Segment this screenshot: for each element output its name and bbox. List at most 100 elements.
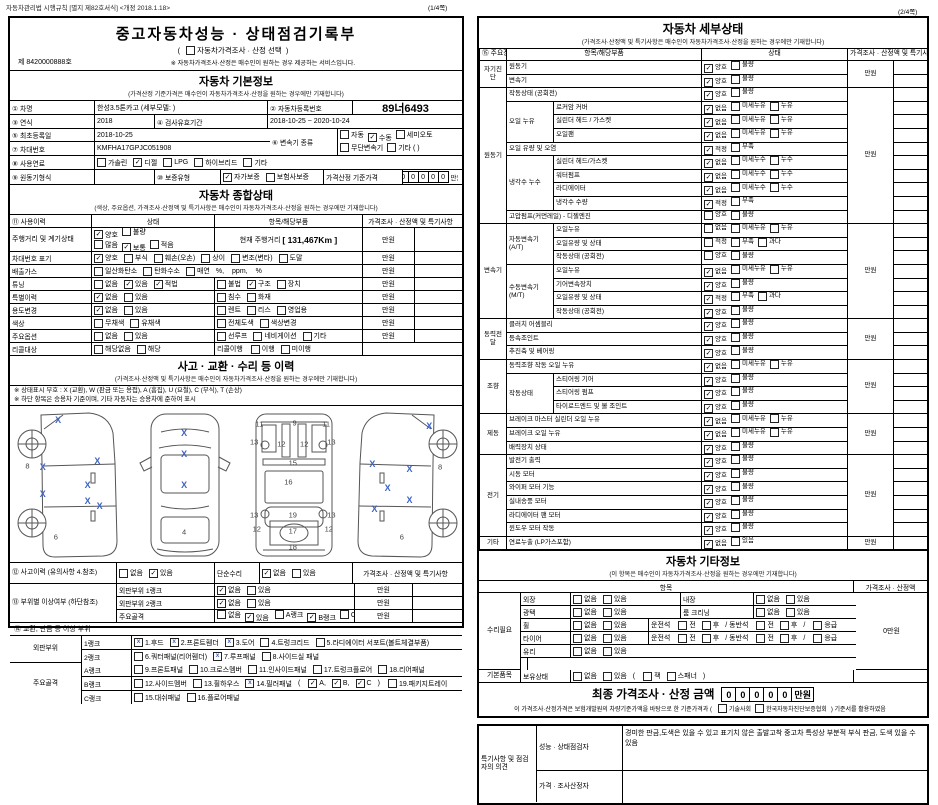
checkbox[interactable] xyxy=(756,620,766,630)
price-entry-cell[interactable] xyxy=(893,454,929,469)
checkbox[interactable] xyxy=(730,183,740,193)
price-entry-cell[interactable] xyxy=(893,399,929,415)
price-entry-cell[interactable] xyxy=(893,372,929,388)
checkbox[interactable] xyxy=(134,679,143,688)
checkbox[interactable] xyxy=(704,224,714,234)
price-entry-cell[interactable] xyxy=(893,223,929,238)
checkbox[interactable] xyxy=(276,279,286,289)
checkbox[interactable] xyxy=(769,102,779,111)
mileage-price-cell[interactable] xyxy=(415,228,458,251)
price-entry-cell[interactable] xyxy=(893,195,929,211)
checkbox[interactable]: ✓ xyxy=(704,159,714,169)
checkbox[interactable] xyxy=(730,75,740,84)
checkbox[interactable] xyxy=(123,253,133,263)
checkbox[interactable]: ✓ xyxy=(704,118,714,128)
checkbox[interactable]: x xyxy=(213,652,223,661)
price-entry-cell[interactable] xyxy=(893,535,929,551)
checkbox[interactable]: ✓ xyxy=(133,158,143,167)
checkbox[interactable] xyxy=(340,143,349,153)
checkbox[interactable]: ✓ xyxy=(704,349,714,359)
checkbox[interactable] xyxy=(701,620,711,630)
checkbox[interactable] xyxy=(339,610,349,619)
checkbox[interactable] xyxy=(730,374,740,383)
checkbox[interactable] xyxy=(785,594,795,604)
checkbox[interactable]: ✓ xyxy=(367,133,377,143)
inspection-valid-value[interactable]: 2018-10-25 ~ 2020-10-24 xyxy=(270,118,350,125)
checkbox[interactable] xyxy=(291,568,301,578)
checkbox[interactable] xyxy=(678,620,688,630)
price-entry-cell[interactable] xyxy=(893,467,929,483)
checkbox[interactable] xyxy=(276,305,286,315)
checkbox[interactable]: ✓ xyxy=(704,199,714,209)
checkbox[interactable] xyxy=(730,115,740,125)
checkbox[interactable] xyxy=(134,652,143,661)
checkbox[interactable] xyxy=(395,130,405,140)
checkbox[interactable]: ✓ xyxy=(153,279,163,289)
checkbox[interactable] xyxy=(813,633,823,643)
checkbox[interactable] xyxy=(602,620,612,630)
vin-value[interactable]: KMFHA17GPJC051908 xyxy=(97,145,172,152)
checkbox[interactable] xyxy=(730,197,740,206)
emission-price-cell[interactable] xyxy=(415,265,458,277)
price-entry-cell[interactable] xyxy=(893,522,929,537)
checkbox[interactable]: ✓ xyxy=(94,292,103,302)
checkbox[interactable] xyxy=(701,633,711,643)
checkbox[interactable] xyxy=(94,266,103,276)
checkbox[interactable] xyxy=(217,279,226,289)
checkbox[interactable]: ✓ xyxy=(704,145,714,155)
checkbox[interactable] xyxy=(94,331,103,341)
checkbox[interactable] xyxy=(813,620,823,630)
checkbox[interactable]: ✓ xyxy=(704,308,714,318)
checkbox[interactable] xyxy=(779,633,789,643)
checkbox[interactable]: ✓ xyxy=(704,267,714,277)
checkbox[interactable] xyxy=(278,253,288,263)
checkbox[interactable] xyxy=(769,170,779,179)
price-entry-cell[interactable] xyxy=(893,182,929,197)
checkbox[interactable]: ✓ xyxy=(244,613,254,622)
checkbox[interactable] xyxy=(246,598,256,608)
usage-change-price-cell[interactable] xyxy=(415,304,458,316)
checkbox[interactable]: ✓ xyxy=(307,613,317,622)
checkbox[interactable] xyxy=(123,292,133,302)
checkbox[interactable] xyxy=(194,158,204,167)
checkbox[interactable]: ✓ xyxy=(704,281,714,291)
checkbox[interactable] xyxy=(769,115,779,125)
checkbox[interactable] xyxy=(730,102,740,111)
checkbox[interactable] xyxy=(779,620,789,630)
checkbox[interactable] xyxy=(186,693,196,702)
vin-marking-price-cell[interactable] xyxy=(415,252,458,264)
checkbox[interactable]: ✓ xyxy=(704,186,714,196)
checkbox[interactable]: ✓ xyxy=(704,512,714,522)
checkbox[interactable] xyxy=(573,646,582,656)
checkbox[interactable] xyxy=(769,129,779,138)
checkbox[interactable] xyxy=(730,292,740,302)
checkbox[interactable] xyxy=(94,344,103,354)
checkbox[interactable] xyxy=(730,156,740,166)
checkbox[interactable] xyxy=(246,292,256,302)
checkbox[interactable] xyxy=(280,344,290,354)
checkbox[interactable] xyxy=(730,319,740,329)
checkbox[interactable]: x xyxy=(224,638,234,647)
checkbox[interactable] xyxy=(730,306,740,315)
price-entry-cell[interactable] xyxy=(893,236,929,252)
model-year-value[interactable]: 2018 xyxy=(95,115,155,128)
recall-price-cell[interactable] xyxy=(363,343,458,355)
checkbox[interactable] xyxy=(769,428,779,438)
checkbox[interactable] xyxy=(785,607,795,617)
checkbox[interactable] xyxy=(643,671,653,681)
checkbox[interactable] xyxy=(704,238,714,247)
checkbox[interactable] xyxy=(149,240,159,249)
checkbox[interactable] xyxy=(121,228,131,236)
checkbox[interactable]: ✓ xyxy=(704,458,714,468)
first-reg-value[interactable]: 2018-10-25 xyxy=(97,131,133,139)
car-name-value[interactable]: 한성3.5톤카고 (세부모델: ) xyxy=(95,101,268,114)
checkbox[interactable]: ✓ xyxy=(223,172,232,182)
checkbox[interactable] xyxy=(94,240,103,249)
checkbox[interactable] xyxy=(247,665,257,674)
checkbox[interactable] xyxy=(730,224,740,234)
checkbox[interactable] xyxy=(250,344,260,354)
price-entry-cell[interactable] xyxy=(893,141,929,157)
checkbox[interactable]: ✓ xyxy=(94,230,103,239)
checkbox[interactable] xyxy=(265,172,275,182)
